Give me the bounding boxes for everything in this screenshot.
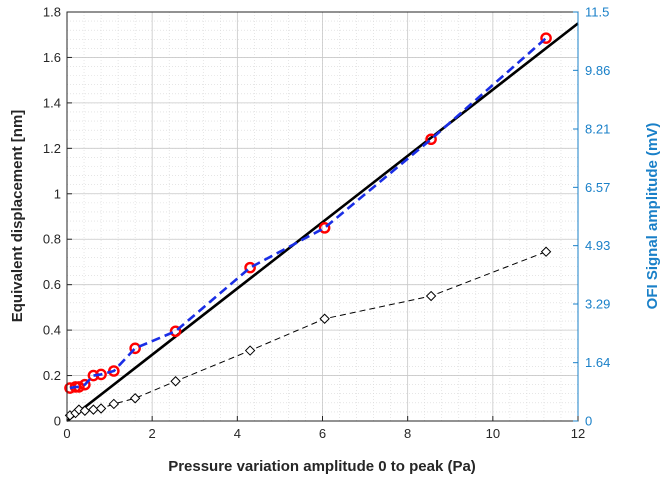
measured-circle-point [169,325,182,338]
diamond-point [170,376,181,387]
y-axis-title-right: OFI Signal amplitude (mV) [644,123,661,310]
y-tick-label-left: 1.8 [43,5,61,20]
diamond-point [108,398,120,410]
measured-dashed-line [69,37,547,390]
y-tick-label-left: 1.4 [43,95,61,110]
y-axis-title-left: Equivalent displacement [nm] [9,110,26,323]
measured-circle-point [244,261,256,274]
diamond-point [425,290,437,302]
y-tick-label-left: 0.2 [43,368,61,383]
x-tick-label: 8 [404,426,411,441]
x-tick-label: 10 [486,426,500,441]
diamond-point [319,313,330,324]
x-tick-label: 6 [319,426,326,441]
y-tick-label-right: 8.21 [585,122,610,137]
y-tick-label-left: 0.8 [43,232,61,247]
diamond-point [95,403,107,414]
y-tick-label-right: 1.64 [585,355,610,370]
diamond-point [540,246,552,257]
measured-circle-point [540,32,552,44]
measured-circle-point [129,342,141,355]
y-tick-label-right: 4.93 [585,238,610,253]
series-layer [64,22,579,423]
diamond-point [129,393,141,404]
linear-fit-line [66,22,579,423]
y-ticks-left: 0 0.2 0.4 0.6 0.8 1 1.2 1.4 1.6 1.8 [43,5,72,429]
x-tick-label: 12 [571,426,585,441]
y-tick-label-right: 6.57 [585,180,610,195]
diamond-point [244,345,256,356]
y-tick-label-right: 11.5 [585,5,609,20]
y-tick-label-left: 0.6 [43,277,61,292]
diamond-point [79,405,91,416]
y-tick-label-left: 1.2 [43,141,61,156]
y-tick-label-left: 0 [54,414,61,429]
measured-circle-point [79,378,91,391]
y-tick-label-left: 1.6 [43,50,61,65]
y-tick-label-right: 3.29 [585,296,610,311]
y-tick-label-left: 1 [54,186,61,201]
x-tick-label: 4 [234,426,241,441]
y-ticks-right: 0 1.64 3.29 4.93 6.57 8.21 9.86 11.5 [573,5,610,429]
x-axis-title: Pressure variation amplitude 0 to peak (… [168,458,476,475]
measured-circle-point [425,133,437,146]
x-ticks: 0 2 4 6 8 10 12 [63,416,585,441]
measured-circle-point [318,222,331,234]
x-tick-label: 0 [63,426,70,441]
x-tick-label: 2 [149,426,156,441]
y-tick-label-right: 0 [585,414,592,429]
y-tick-label-right: 9.86 [585,63,610,78]
y-tick-label-left: 0.4 [43,323,61,338]
